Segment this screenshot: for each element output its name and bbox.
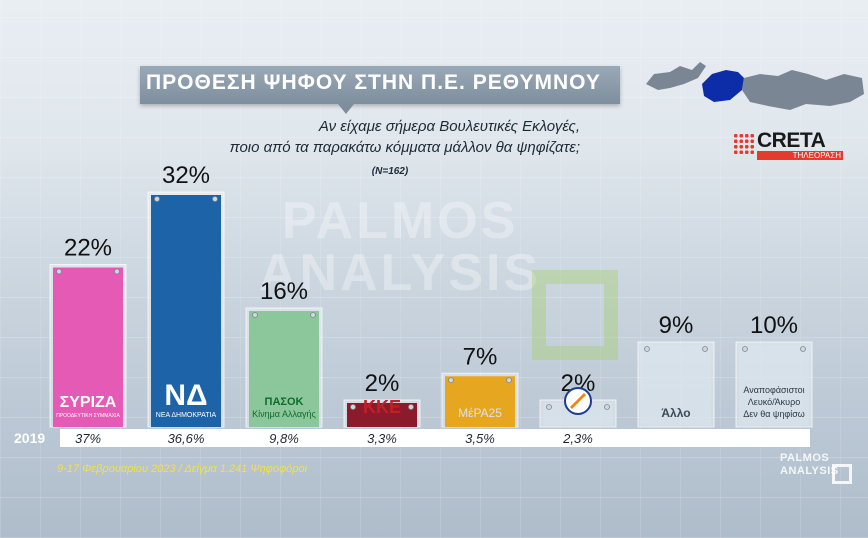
logo-square-icon (832, 464, 852, 484)
title-bar: ΠΡΟΘΕΣΗ ΨΗΦΟΥ ΣΤΗΝ Π.Ε. ΡΕΘΥΜΝΟΥ (140, 66, 620, 104)
bar-screw-icon (448, 377, 454, 384)
watermark-line-2: ANALYSIS (258, 244, 542, 302)
bar-screw-icon (800, 346, 806, 352)
bar-value-label: 22% (64, 235, 112, 262)
bar (445, 376, 515, 427)
party-logo-text: ΝΕΑ ΔΗΜΟΚΡΑΤΙΑ (156, 412, 217, 419)
bar-screw-icon (114, 268, 120, 275)
footer-date-sample: 9-17 Φεβρουαρίου 2023 / Δείγμα 1.241 Ψηφ… (57, 463, 308, 475)
brand-name: CRETA (757, 129, 826, 152)
bar-value-label: 7% (463, 343, 498, 370)
previous-year-value: 36,6% (167, 431, 205, 446)
bar-value-label: 10% (750, 312, 798, 339)
party-logo-text: ΚΚΕ (363, 397, 401, 417)
previous-year-value: 2,3% (563, 431, 593, 446)
party-logo-text: Άλλο (661, 406, 690, 420)
palmos-watermark: PALMOS ANALYSIS (250, 195, 550, 299)
title-pointer (338, 104, 354, 114)
bar-screw-icon (56, 268, 62, 275)
bar-screw-icon (702, 346, 708, 352)
bar-value-label: 9% (659, 312, 694, 339)
logo-line-2: ANALYSIS (780, 465, 839, 477)
question-line-1: Αν είχαμε σήμερα Βουλευτικές Εκλογές, (318, 118, 580, 135)
watermark-square-icon (532, 270, 618, 360)
crete-map (646, 62, 864, 110)
previous-year-label: 2019 (14, 430, 46, 446)
bar-screw-icon (506, 377, 512, 384)
creta-tv-logo: CRETA ΤΗΛΕΟΡΑΣΗ (733, 129, 843, 160)
bar-screw-icon (644, 346, 650, 352)
party-logo-text: ΜέΡΑ25 (458, 406, 502, 420)
party-logo-text: ΠΡΟΟΔΕΥΤΙΚΗ ΣΥΜΜΑΧΙΑ (56, 413, 120, 419)
palmos-analysis-logo: PALMOS ANALYSIS (780, 452, 860, 488)
question-line-2: ποιο από τα παρακάτω κόμματα μάλλον θα ψ… (229, 139, 580, 156)
bar-screw-icon (408, 404, 414, 410)
chart-title: ΠΡΟΘΕΣΗ ΨΗΦΟΥ ΣΤΗΝ Π.Ε. ΡΕΘΥΜΝΟΥ (146, 71, 601, 94)
bar-screw-icon (310, 312, 316, 318)
brand-dots-icon (733, 133, 755, 155)
party-logo-text: ΠΑΣΟΚ (265, 396, 304, 408)
party-logo-text: Δεν θα ψηφίσω (743, 409, 805, 419)
bar-screw-icon (604, 404, 610, 410)
bar-screw-icon (212, 196, 218, 202)
watermark-line-1: PALMOS (281, 192, 519, 250)
bar (641, 345, 711, 427)
bar (151, 195, 221, 427)
bar (249, 311, 319, 427)
previous-year-value: 3,3% (367, 431, 397, 446)
party-logo-text: ΝΔ (164, 379, 207, 412)
bar-screw-icon (154, 196, 160, 202)
bar-value-label: 32% (162, 162, 210, 189)
party-logo-text: ΣΥΡΙΖΑ (60, 394, 117, 411)
compass-needle-icon (569, 392, 587, 410)
previous-year-value: 37% (74, 431, 102, 446)
party-logo-text: Λευκό/Άκυρο (748, 397, 800, 407)
party-logo-text: Κίνημα Αλλαγής (252, 409, 316, 419)
sample-size: (N=162) (371, 166, 409, 177)
bar-screw-icon (742, 346, 748, 352)
bar-screw-icon (546, 404, 552, 410)
survey-question: Αν είχαμε σήμερα Βουλευτικές Εκλογές, πο… (120, 116, 580, 158)
logo-line-1: PALMOS (780, 452, 830, 464)
bar (739, 345, 809, 427)
brand-subtitle: ΤΗΛΕΟΡΑΣΗ (757, 151, 843, 160)
bar-screw-icon (350, 404, 356, 410)
bar-value-label: 16% (260, 278, 308, 305)
bar-screw-icon (252, 312, 258, 318)
previous-year-value: 3,5% (465, 431, 495, 446)
bar-value-label: 2% (365, 370, 400, 397)
previous-year-row (60, 429, 810, 447)
bar (53, 267, 123, 427)
party-logo-text: Αναποφάσιστοι (743, 385, 804, 395)
bar (347, 403, 417, 427)
previous-year-value: 9,8% (269, 431, 299, 446)
